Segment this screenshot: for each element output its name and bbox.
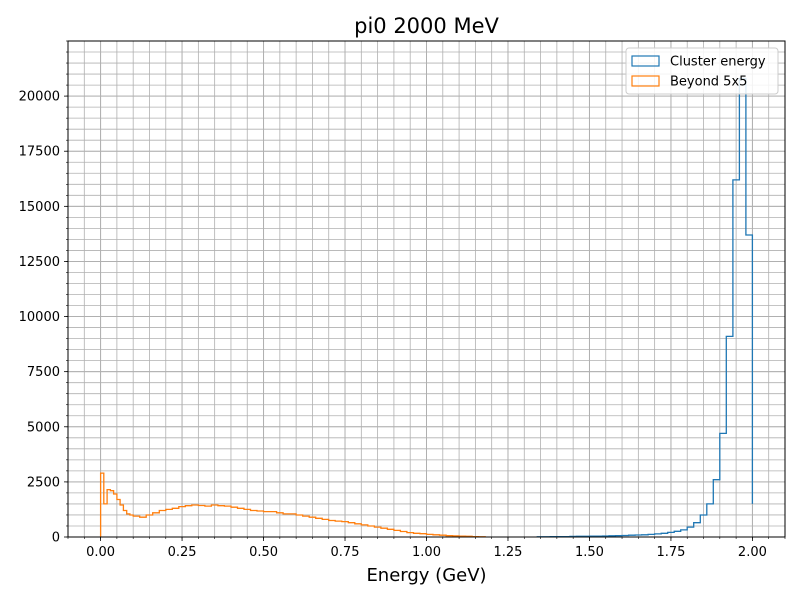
y-tick-label: 20000 [19, 90, 60, 105]
x-tick-label: 0.00 [86, 545, 115, 560]
x-tick-label: 2.00 [738, 545, 767, 560]
legend-label: Beyond 5x5 [670, 75, 747, 90]
legend-swatch [631, 75, 660, 87]
chart-title: pi0 2000 MeV [354, 14, 499, 38]
series-layer [99, 77, 754, 538]
legend: Cluster energy Beyond 5x5 [625, 47, 779, 95]
x-tick-label: 1.75 [656, 545, 685, 560]
x-tick-label: 1.25 [494, 545, 523, 560]
y-tick-label: 10000 [19, 310, 60, 325]
x-tick-label: 1.50 [575, 545, 604, 560]
x-tick-label: 0.50 [249, 545, 278, 560]
y-axis-ticks: 0 2500 5000 7500 10000 12500 15000 17500 20000 [19, 90, 68, 546]
series-1-step-line [99, 472, 486, 538]
legend-label: Cluster energy [670, 55, 766, 70]
y-tick-label: 5000 [27, 420, 60, 435]
series-0-step-line [536, 77, 754, 538]
y-tick-label: 0 [52, 531, 60, 546]
x-axis-label: Energy (GeV) [366, 565, 486, 586]
x-tick-label: 0.25 [168, 545, 197, 560]
y-tick-label: 7500 [27, 365, 60, 380]
legend-box [625, 47, 779, 95]
y-tick-label: 17500 [19, 145, 60, 160]
x-axis-ticks: 0.00 0.25 0.50 0.75 1.00 1.25 1.50 1.75 2.00 [86, 537, 767, 560]
x-tick-label: 0.75 [331, 545, 360, 560]
y-tick-label: 15000 [19, 200, 60, 215]
major-grid [68, 41, 785, 538]
y-tick-label: 2500 [27, 475, 60, 490]
legend-swatch [631, 55, 660, 67]
x-tick-label: 1.00 [412, 545, 441, 560]
y-tick-label: 12500 [19, 255, 60, 270]
